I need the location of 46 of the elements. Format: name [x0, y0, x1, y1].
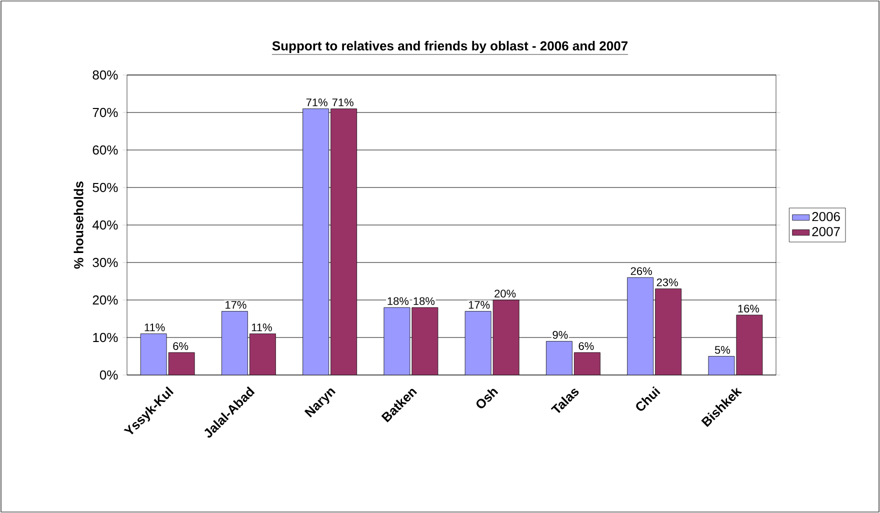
data-label: 17%	[226, 301, 246, 309]
bar	[464, 311, 492, 375]
y-axis-title: % households	[74, 181, 84, 269]
bar	[574, 352, 600, 375]
data-label: 26%	[630, 267, 652, 275]
bar	[736, 314, 763, 375]
bar	[546, 341, 572, 375]
data-label: 18%	[388, 297, 409, 305]
bar	[140, 334, 167, 375]
bar	[330, 108, 358, 375]
y-tick-label: 80%	[92, 70, 118, 80]
chart-title: Support to relatives and friends by oblast - 2006 and 2007	[272, 40, 628, 54]
y-tick-label: 50%	[92, 182, 118, 192]
data-label: 17%	[468, 301, 490, 309]
data-label: 23%	[656, 278, 678, 286]
y-tick-label: 40%	[92, 220, 118, 230]
data-label: 11%	[144, 324, 165, 332]
data-label: 71%	[332, 98, 354, 106]
bar	[249, 334, 276, 375]
data-label: 6%	[578, 342, 594, 350]
y-tick-label: 70%	[92, 108, 118, 118]
y-tick-label: 20%	[92, 295, 118, 305]
y-tick-label: 0%	[100, 370, 118, 380]
data-label: 18%	[414, 297, 435, 305]
bar	[221, 311, 248, 375]
x-tick-label: Osh	[476, 388, 498, 408]
bar	[627, 277, 654, 375]
bar	[384, 307, 410, 375]
legend-label: 2007	[812, 226, 840, 236]
data-label: 16%	[738, 304, 760, 312]
legend-label: 2006	[812, 212, 840, 222]
data-label: 5%	[714, 346, 730, 354]
bar	[492, 300, 520, 375]
bar	[412, 307, 438, 375]
data-label: 11%	[252, 324, 272, 332]
data-label: 20%	[494, 290, 516, 298]
bar	[302, 108, 330, 375]
bar	[655, 288, 682, 375]
bar	[708, 356, 735, 375]
bar	[168, 352, 195, 375]
y-tick-label: 60%	[92, 145, 118, 155]
y-tick-label: 10%	[93, 332, 118, 342]
data-label: 71%	[306, 98, 328, 106]
data-label: 6%	[173, 342, 188, 350]
y-tick-label: 30%	[92, 258, 118, 268]
data-label: 9%	[552, 330, 568, 339]
